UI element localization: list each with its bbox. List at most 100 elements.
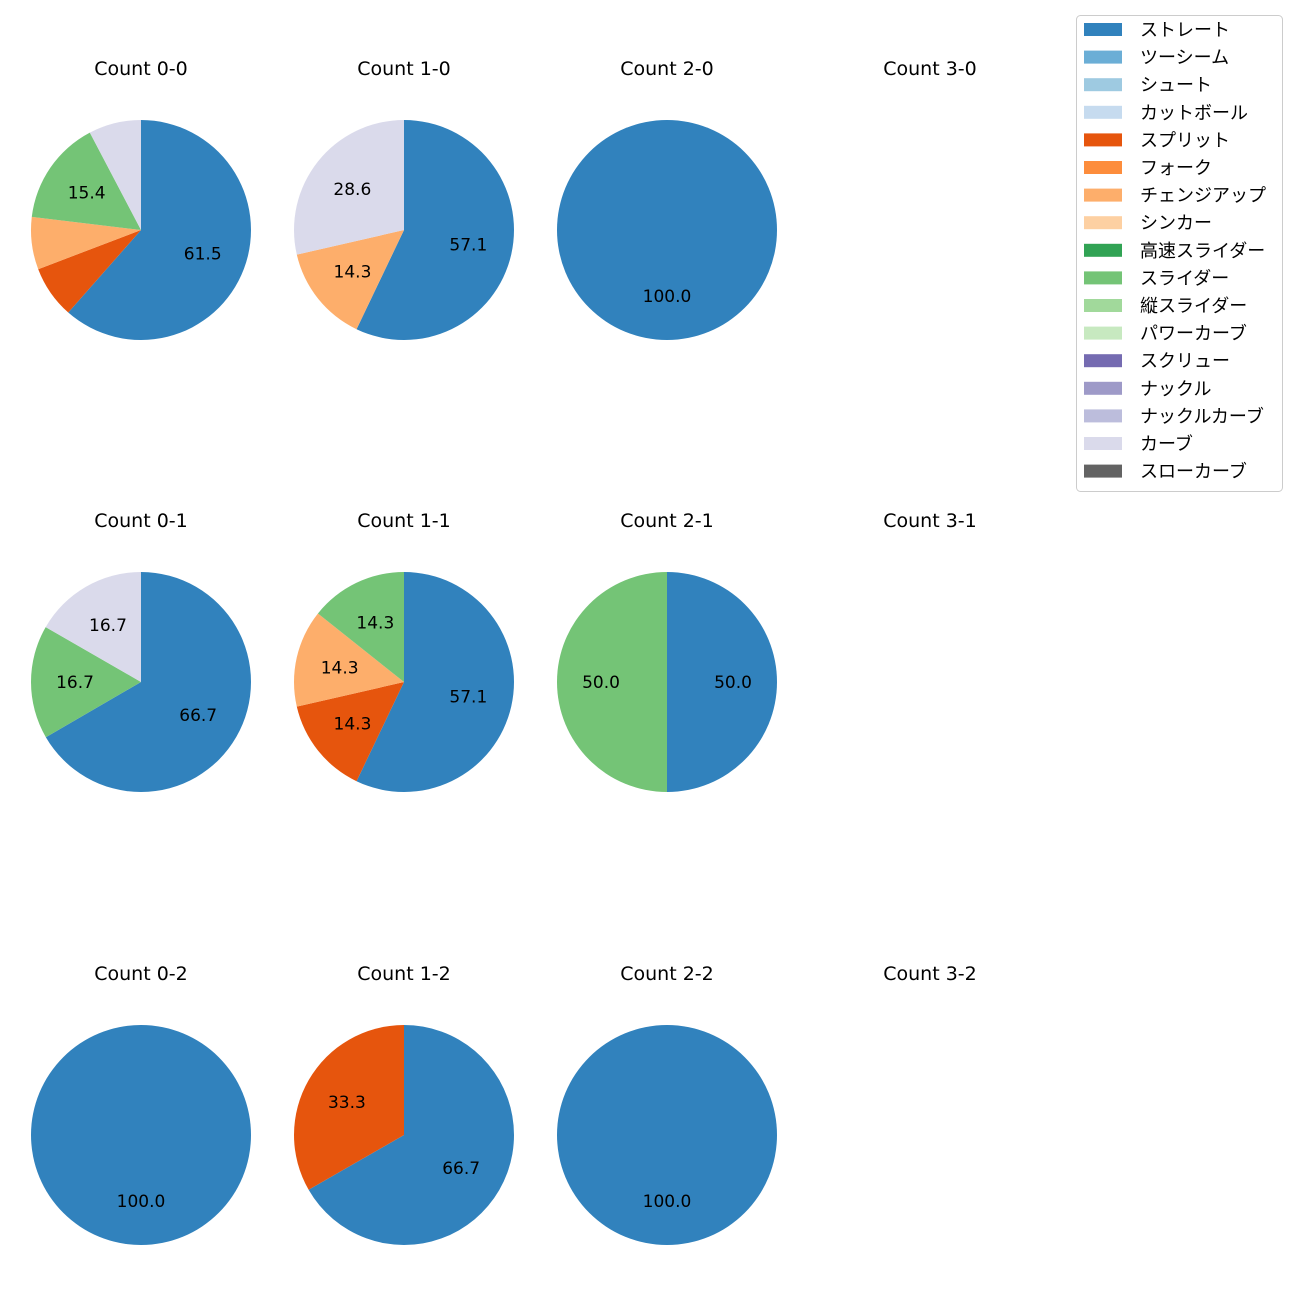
pie-count-3-0: Count 3-0 [883,58,977,80]
legend-label: 縦スライダー [1140,296,1247,317]
legend-item: フォーク [1084,158,1212,179]
pie-slice [317,572,404,682]
slice-label: 66.7 [179,706,217,726]
pie-title: Count 0-0 [94,58,188,80]
legend-label: スライダー [1140,268,1229,289]
pie-count-0-0: Count 0-0 61.5 15.4 [31,58,251,341]
slice-label: 50.0 [714,673,752,693]
pie-title: Count 3-2 [883,963,977,985]
legend-label: カットボール [1140,103,1248,124]
legend-label: 高速スライダー [1140,241,1265,262]
pie-slice [31,132,141,230]
legend-item: ストレート [1084,20,1230,41]
pie-count-1-2: Count 1-2 66.7 33.3 [293,963,514,1245]
legend-swatch [1084,299,1122,312]
legend-label: カーブ [1140,433,1193,455]
pie-slice [356,120,514,340]
pie-title: Count 2-2 [620,963,714,985]
legend-label: ストレート [1140,20,1230,41]
pie-title: Count 0-1 [94,510,188,532]
legend-swatch [1084,271,1122,285]
legend-swatch [1084,216,1122,230]
legend-item: シュート [1084,75,1212,96]
legend-swatch [1084,464,1122,478]
legend-item: 高速スライダー [1084,241,1265,262]
slice-label: 61.5 [184,244,222,264]
legend-item: スローカーブ [1084,461,1247,483]
legend-item: ナックル [1084,379,1211,400]
legend-label: スローカーブ [1140,461,1247,483]
pie-title: Count 0-2 [94,963,188,985]
slice-label: 14.3 [356,614,394,634]
legend-swatch [1084,409,1122,423]
pie-slice [557,1025,777,1245]
slice-label: 66.7 [442,1159,480,1179]
legend-item: スクリュー [1084,351,1230,372]
legend: ストレートツーシームシュートカットボールスプリットフォークチェンジアップシンカー… [1076,15,1283,492]
legend-label: パワーカーブ [1140,323,1247,345]
pie-slice [308,1025,514,1245]
pie-count-1-1: Count 1-1 57.1 14.3 14.3 14.3 [293,510,514,792]
pie-count-2-0: Count 2-0 100.0 [557,58,777,340]
slice-label: 100.0 [643,1192,692,1212]
legend-swatch [1084,23,1122,36]
pie-slice [356,572,514,792]
slice-label: 16.7 [89,616,127,636]
legend-swatch [1084,326,1122,340]
slice-label: 14.3 [321,658,359,678]
pie-title: Count 1-0 [357,58,451,80]
legend-item: シンカー [1084,213,1212,234]
legend-label: スプリット [1140,130,1230,151]
slice-label: 16.7 [56,673,94,693]
legend-swatch [1084,50,1122,64]
slice-label: 50.0 [582,673,620,693]
pie-slice [89,119,141,230]
slice-label: 57.1 [449,236,487,256]
slice-label: 57.1 [449,688,487,708]
pie-title: Count 3-0 [883,58,977,80]
legend-item: スライダー [1084,268,1229,289]
pie-slice [68,120,251,341]
legend-item: カットボール [1084,103,1248,124]
pie-title: Count 2-0 [620,58,714,80]
pie-title: Count 3-1 [883,510,977,532]
pie-slice [30,627,141,738]
legend-swatch [1084,243,1122,257]
pie-count-0-2: Count 0-2 100.0 [31,963,251,1245]
legend-item: ツーシーム [1084,48,1229,69]
slice-label: 33.3 [328,1093,366,1113]
legend-label: スクリュー [1140,351,1230,372]
legend-swatch [1084,105,1122,119]
legend-frame [1076,15,1283,492]
pie-count-3-2: Count 3-2 [883,963,977,985]
legend-swatch [1084,381,1122,395]
legend-label: シュート [1140,75,1212,96]
pie-slice [296,682,404,782]
legend-item: スプリット [1084,130,1230,151]
legend-label: チェンジアップ [1140,186,1266,207]
pie-slice [38,230,141,313]
legend-item: ナックルカーブ [1084,405,1264,427]
legend-label: ナックルカーブ [1140,405,1264,427]
pie-count-1-0: Count 1-0 57.1 14.3 28.6 [294,58,514,340]
slice-label: 100.0 [117,1192,166,1212]
pie-title: Count 1-1 [357,510,451,532]
pie-slice [45,572,141,682]
slice-label: 15.4 [68,184,106,204]
legend-swatch [1084,78,1122,92]
pie-title: Count 2-1 [620,510,714,532]
legend-swatch [1084,437,1122,450]
legend-label: フォーク [1140,158,1212,179]
legend-swatch [1084,188,1122,202]
legend-label: ナックル [1140,379,1211,400]
pie-count-2-1: Count 2-1 50.0 50.0 [557,510,777,792]
slice-label: 14.3 [334,262,372,282]
legend-label: ツーシーム [1140,48,1229,69]
legend-label: シンカー [1140,213,1212,234]
pie-slice [294,120,404,255]
slice-label: 100.0 [643,287,692,307]
pie-title: Count 1-2 [357,963,451,985]
legend-item: カーブ [1084,433,1193,455]
pie-count-2-2: Count 2-2 100.0 [557,963,777,1245]
